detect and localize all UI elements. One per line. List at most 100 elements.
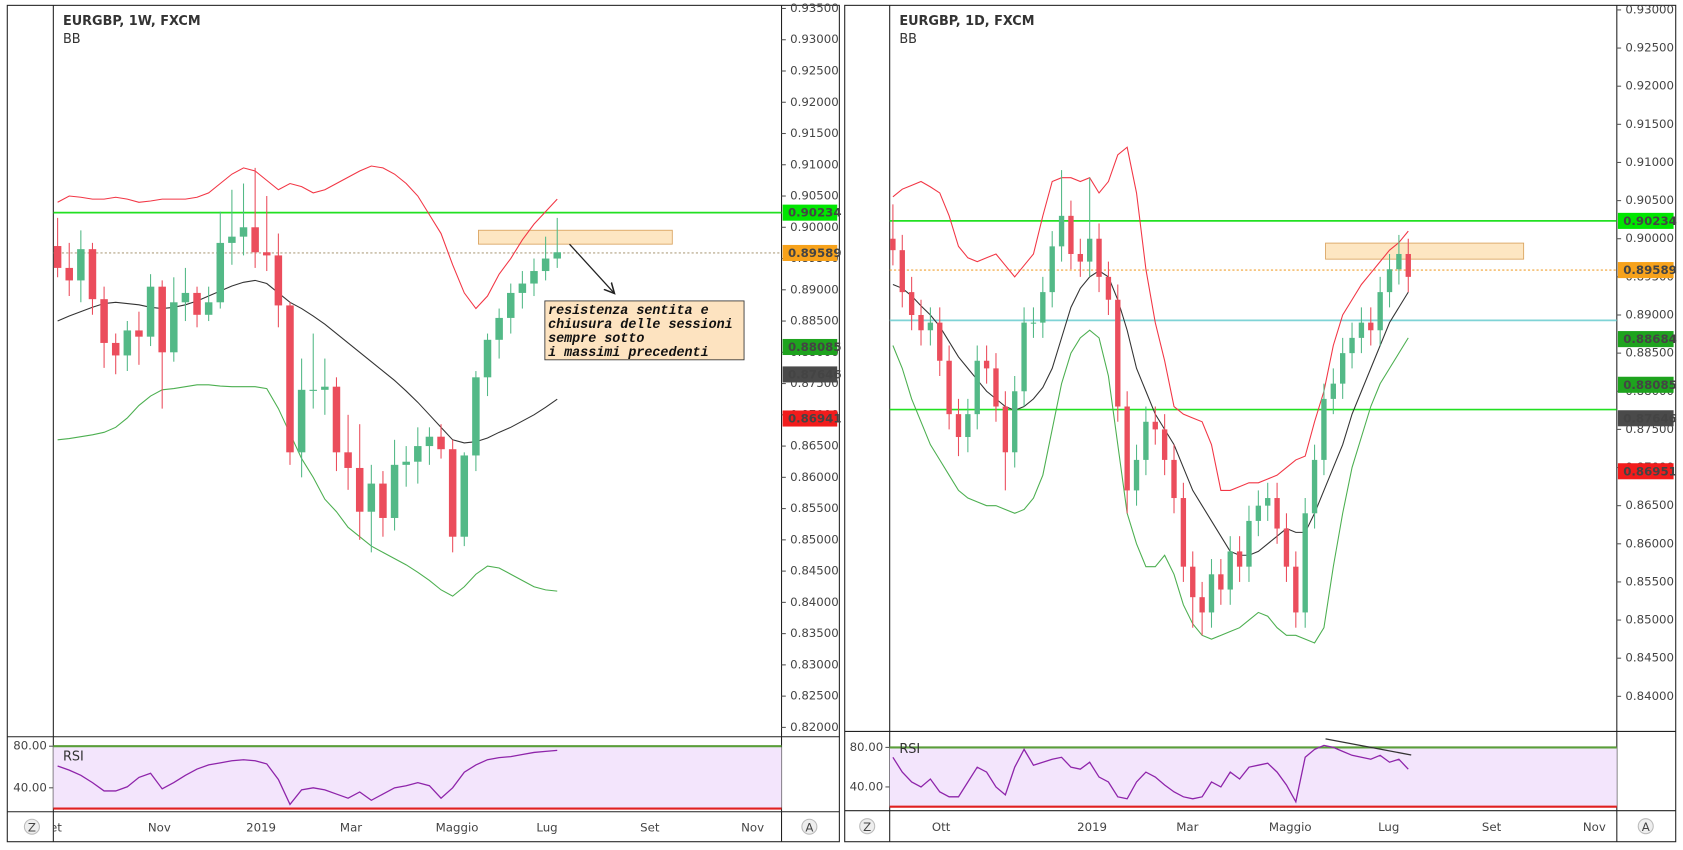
zoom-button[interactable]	[23, 818, 40, 835]
y-tick-label: 0.84000	[790, 595, 839, 609]
candle-body	[1171, 459, 1177, 499]
candle-body	[402, 461, 410, 465]
zoom-button[interactable]	[859, 818, 876, 835]
candle-body	[518, 283, 527, 293]
candle-body	[1161, 429, 1168, 460]
candle-body	[1190, 566, 1196, 598]
rsi-line	[892, 744, 1409, 804]
candle-body	[955, 414, 962, 438]
resistance-zone	[478, 229, 673, 245]
candle-body	[146, 286, 155, 337]
bollinger-band	[57, 384, 558, 597]
bollinger-band	[57, 165, 558, 310]
candle-body	[1096, 238, 1102, 277]
candle-body	[1012, 391, 1018, 453]
candle-body	[1368, 322, 1374, 331]
y-tick-label: 0.90000	[790, 220, 839, 234]
candle-body	[890, 238, 896, 251]
y-tick-label: 0.92500	[1625, 41, 1674, 55]
price-label-box	[1617, 262, 1674, 279]
candle-body	[123, 330, 132, 356]
candle-body	[927, 322, 934, 331]
price-label: 0.87646	[788, 367, 842, 381]
candle-body	[297, 389, 306, 453]
y-tick-label: 0.93000	[1625, 2, 1674, 16]
candle-body	[216, 242, 225, 303]
x-tick-label: 2019	[246, 820, 276, 834]
y-tick-label: 0.86000	[1625, 536, 1674, 550]
annotation-text: i massimi precedenti	[548, 346, 709, 361]
candle-body	[170, 302, 178, 353]
candle-body	[367, 483, 376, 512]
candle-body	[1293, 566, 1299, 613]
candle-body	[204, 302, 213, 315]
candle-body	[937, 322, 943, 361]
y-tick-label: 0.82000	[790, 720, 839, 734]
candle-body	[1208, 574, 1215, 613]
candle-body	[65, 267, 73, 281]
candle-body	[100, 299, 108, 343]
candle-body	[974, 360, 980, 415]
candle-body	[483, 339, 492, 378]
annotation-text: sempre sotto	[548, 332, 644, 347]
price-label-box	[782, 410, 838, 427]
candle-body	[1321, 398, 1327, 460]
rsi-pane	[53, 745, 782, 810]
annotation-text: chiusura delle sessioni	[548, 318, 733, 333]
y-tick-label: 0.84500	[790, 564, 839, 578]
candle-body	[507, 292, 515, 318]
candle-body	[1311, 459, 1318, 514]
auto-button[interactable]	[801, 818, 818, 835]
candle-body	[1246, 520, 1252, 567]
chart-title: EURGBP, 1W, FXCM	[63, 14, 201, 29]
rsi-band	[53, 746, 782, 809]
price-label-box	[1617, 331, 1674, 348]
auto-button[interactable]	[1637, 818, 1654, 835]
auto-button-label: A	[805, 820, 813, 834]
auto-button-label: A	[1642, 820, 1650, 834]
candle-body	[1377, 292, 1383, 331]
candle-body	[321, 386, 329, 390]
candle-body	[541, 258, 550, 272]
price-label-box	[782, 338, 838, 356]
candle-body	[425, 436, 434, 447]
x-tick-label: Nov	[741, 820, 764, 834]
price-pane	[889, 146, 1617, 644]
annotation-text: resistenza sentita e	[548, 304, 709, 319]
zoom-button-label: Z	[863, 820, 871, 834]
candle-body	[1087, 238, 1093, 262]
indicator-label: BB	[63, 32, 81, 47]
candle-body	[1358, 322, 1365, 338]
rsi-tick-label: 40.00	[13, 780, 47, 794]
candle-body	[993, 368, 999, 407]
panel-frame	[6, 4, 840, 843]
price-pane	[53, 165, 782, 597]
zoom-button-label: Z	[28, 820, 36, 834]
y-tick-label: 0.83000	[790, 657, 839, 671]
price-label-box	[1617, 463, 1674, 480]
candle-body	[1049, 246, 1055, 293]
x-tick-label: Lug	[1378, 820, 1399, 834]
candle-body	[286, 305, 294, 453]
candle-body	[1105, 276, 1112, 300]
candle-body	[553, 252, 561, 259]
y-tick-label: 0.91500	[1625, 117, 1674, 131]
y-tick-label: 0.85000	[790, 532, 839, 546]
candle-body	[530, 271, 538, 284]
candle-body	[1030, 322, 1037, 324]
price-label: 0.87646	[1623, 411, 1677, 425]
candle-body	[1330, 383, 1336, 399]
rsi-title: RSI	[899, 742, 920, 757]
candle-body	[251, 227, 259, 253]
candle-body	[1218, 574, 1224, 590]
price-label: 0.88085	[788, 340, 842, 354]
x-tick-label: Nov	[1583, 820, 1606, 834]
candle-body	[1283, 528, 1290, 567]
candle-body	[1133, 459, 1140, 491]
candle-body	[1255, 505, 1262, 521]
candle-body	[111, 342, 120, 356]
rsi-tick-label: 80.00	[850, 740, 884, 754]
y-tick-label: 0.86000	[790, 470, 839, 484]
time-axis: Ott 2019 Mar Maggio Lug Set Nov	[932, 820, 1606, 834]
